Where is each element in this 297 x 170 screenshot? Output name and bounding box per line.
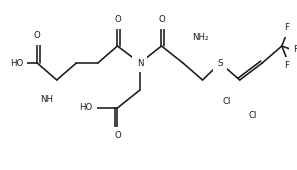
Text: Cl: Cl [248,112,257,121]
Text: HO: HO [80,104,93,113]
Text: O: O [158,15,165,24]
Text: NH: NH [40,96,53,105]
Text: HO: HO [10,58,23,67]
Text: O: O [114,15,121,24]
Text: F: F [293,45,297,54]
Text: S: S [217,58,223,67]
Text: O: O [114,132,121,140]
Text: NH₂: NH₂ [192,32,209,41]
Text: Cl: Cl [223,98,231,106]
Text: F: F [284,23,289,32]
Text: O: O [34,31,41,40]
Text: F: F [284,62,289,71]
Text: N: N [137,58,143,67]
